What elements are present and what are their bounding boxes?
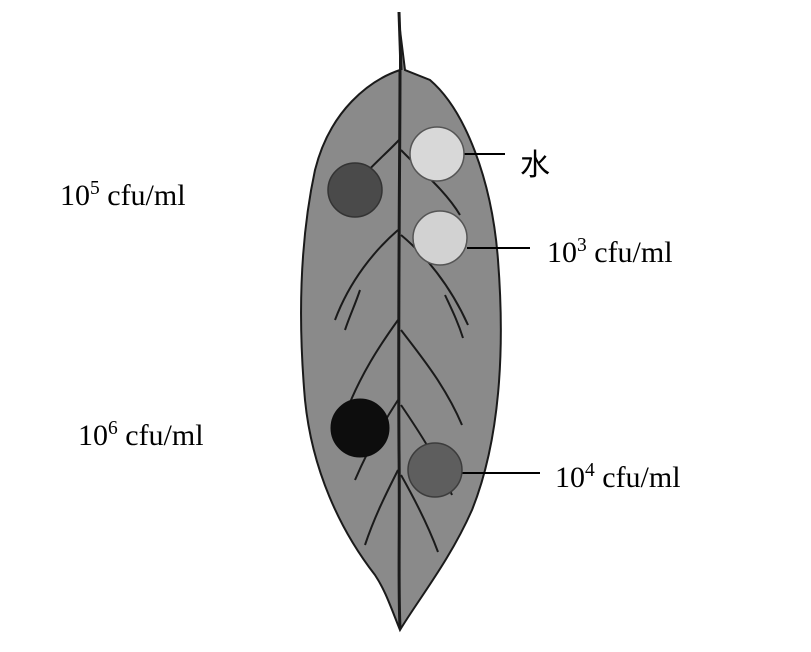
label-1e5-unit: cfu/ml [100, 179, 186, 212]
label-1e5-base: 10 [60, 179, 90, 212]
spot-water [410, 127, 464, 181]
leaf-svg [0, 0, 811, 652]
leaf-diagram: 水 105 cfu/ml 103 cfu/ml 106 cfu/ml 104 c… [0, 0, 811, 652]
label-1e3-unit: cfu/ml [587, 236, 673, 269]
label-1e5: 105 cfu/ml [60, 178, 186, 213]
label-1e4-sup: 4 [585, 460, 595, 481]
label-water-text: 水 [520, 149, 550, 182]
label-1e4-unit: cfu/ml [595, 461, 681, 494]
label-1e3: 103 cfu/ml [547, 235, 673, 270]
spot-1e3 [413, 211, 467, 265]
leaf-shape [301, 12, 501, 630]
spot-1e6 [331, 399, 389, 457]
label-1e6-unit: cfu/ml [118, 419, 204, 452]
leaf-midrib [399, 70, 400, 628]
label-1e3-base: 10 [547, 236, 577, 269]
label-1e6-sup: 6 [108, 418, 118, 439]
label-water: 水 [520, 140, 550, 184]
label-1e4: 104 cfu/ml [555, 460, 681, 495]
spot-1e4 [408, 443, 462, 497]
label-1e5-sup: 5 [90, 178, 100, 199]
label-1e3-sup: 3 [577, 235, 587, 256]
label-1e6-base: 10 [78, 419, 108, 452]
label-1e4-base: 10 [555, 461, 585, 494]
leaf-stem [399, 12, 401, 70]
label-1e6: 106 cfu/ml [78, 418, 204, 453]
spot-1e5 [328, 163, 382, 217]
